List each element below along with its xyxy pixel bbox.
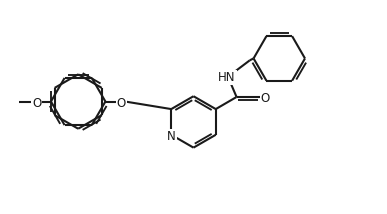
Text: O: O	[116, 97, 126, 110]
Text: N: N	[167, 130, 176, 143]
Text: O: O	[261, 92, 270, 105]
Text: HN: HN	[218, 71, 236, 84]
Text: O: O	[32, 97, 41, 110]
